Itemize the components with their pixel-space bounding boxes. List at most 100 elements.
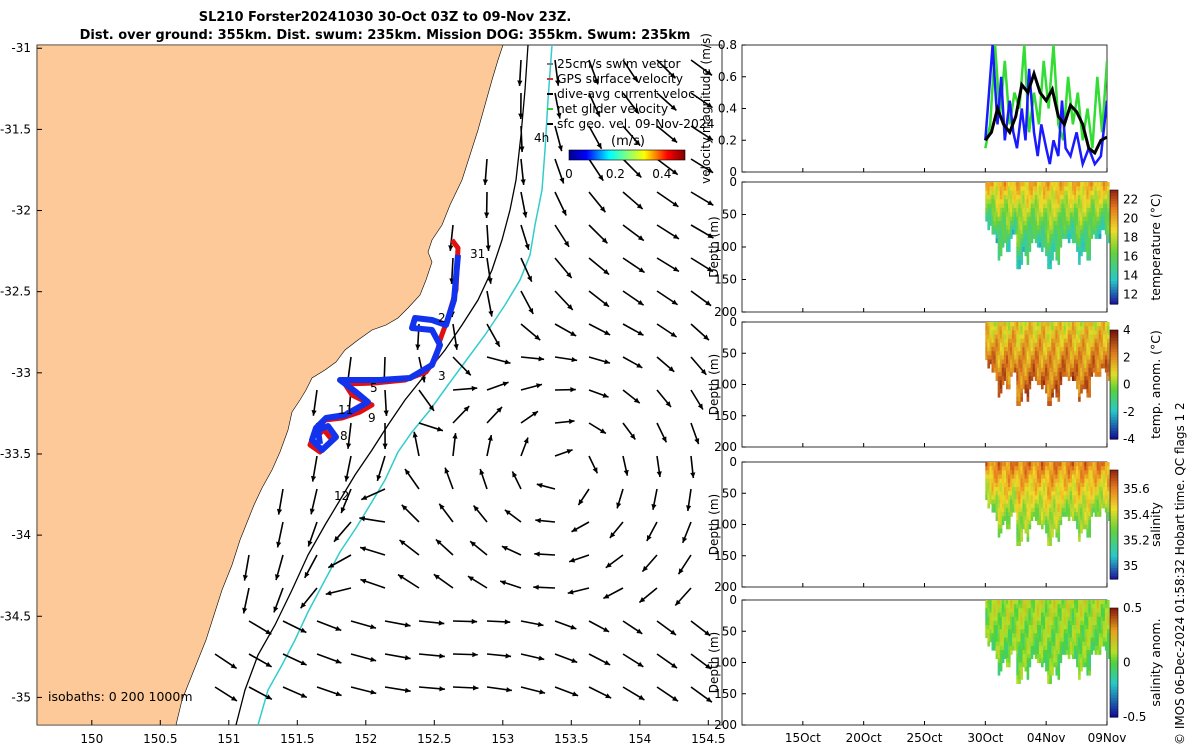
heatmap-cell — [987, 330, 990, 336]
colorbar-segment — [1110, 406, 1118, 410]
heatmap-cell — [1001, 516, 1005, 521]
heatmap-cell — [1016, 242, 1019, 248]
heatmap-cell — [1022, 216, 1026, 222]
heatmap-cell — [1034, 234, 1038, 239]
heatmap-cell — [1041, 474, 1044, 480]
heatmap-cell — [1107, 190, 1110, 196]
heatmap-cell — [1094, 326, 1098, 331]
heatmap-cell — [1080, 666, 1083, 672]
heatmap-cell — [1102, 612, 1106, 618]
heatmap-cell — [997, 474, 1001, 480]
heatmap-cell — [1049, 470, 1052, 476]
heatmap-cell — [1053, 662, 1056, 668]
heatmap-cell — [1045, 238, 1048, 244]
heatmap-cell — [1067, 208, 1071, 213]
heatmap-cell — [1055, 532, 1058, 538]
heatmap-cell — [1086, 604, 1089, 609]
heatmap-cell — [1074, 654, 1077, 659]
heatmap-cell — [991, 604, 995, 609]
heatmap-cell — [1104, 342, 1108, 348]
heatmap-cell — [1082, 466, 1085, 471]
heatmap-cell — [1069, 216, 1073, 222]
velocity-arrow-head — [561, 209, 567, 216]
heatmap-cell — [1063, 491, 1067, 496]
heatmap-cell — [1012, 212, 1015, 218]
heatmap-cell — [1016, 679, 1019, 684]
heatmap-cell — [1100, 474, 1104, 480]
heatmap-cell — [1078, 470, 1081, 476]
heatmap-cell — [1082, 470, 1085, 476]
heatmap-cell — [997, 633, 1001, 639]
heatmap-cell — [1059, 199, 1063, 205]
heatmap-cell — [1012, 334, 1015, 340]
heatmap-cell — [1024, 520, 1028, 526]
heatmap-cell — [1020, 376, 1023, 381]
heatmap-cell — [1036, 216, 1040, 222]
heatmap-cell — [1096, 208, 1100, 213]
heatmap-cell — [1008, 478, 1011, 484]
heatmap-cell — [1055, 359, 1058, 365]
heatmap-cell — [1086, 376, 1089, 381]
heatmap-cell — [1088, 190, 1091, 196]
velocity-arrow-head — [506, 687, 512, 693]
colorbar-segment — [1110, 207, 1118, 211]
heatmap-cell — [1104, 334, 1108, 340]
heatmap-cell — [999, 499, 1003, 505]
heatmap-cell — [1041, 242, 1044, 248]
velocity-arrow-head — [467, 576, 474, 582]
velocity-arrow-head — [276, 508, 283, 515]
heatmap-cell — [1069, 608, 1073, 614]
heatmap-cell — [1041, 367, 1044, 373]
heatmap-cell — [999, 338, 1003, 344]
velocity-arrow-head — [335, 691, 342, 697]
heatmap-cell — [987, 208, 990, 213]
heatmap-cell — [1008, 221, 1011, 226]
heatmap-cell — [1014, 620, 1017, 626]
heatmap-cell — [1006, 629, 1009, 634]
heatmap-cell — [1069, 470, 1073, 476]
heatmap-cell — [1016, 499, 1019, 505]
colorbar-segment — [1110, 229, 1118, 234]
heatmap-cell — [1067, 487, 1071, 492]
heatmap-cell — [1088, 247, 1091, 252]
heatmap-cell — [1024, 633, 1028, 639]
heatmap-cell — [995, 342, 999, 348]
heatmap-cell — [1076, 491, 1079, 496]
heatmap-cell — [1006, 247, 1009, 252]
heatmap-cell — [1086, 600, 1089, 605]
heatmap-cell — [1038, 491, 1042, 496]
heatmap-cell — [1020, 397, 1023, 402]
heatmap-cell — [1020, 670, 1023, 676]
heatmap-cell — [1078, 675, 1081, 680]
heatmap-cell — [1065, 212, 1069, 218]
heatmap-cell — [1063, 470, 1067, 476]
heatmap-cell — [1041, 238, 1044, 244]
heatmap-cell — [1049, 491, 1052, 496]
colorbar-segment — [1110, 398, 1118, 402]
heatmap-cell — [999, 334, 1003, 340]
heatmap-cell — [1010, 195, 1013, 200]
heatmap-cell — [1047, 650, 1050, 655]
heatmap-cell — [1092, 495, 1096, 501]
heatmap-cell — [1020, 470, 1023, 476]
velocity-arrow-head — [307, 540, 313, 547]
heatmap-cell — [1096, 637, 1100, 643]
heatmap-cell — [1041, 524, 1044, 530]
heatmap-cell — [1049, 466, 1052, 471]
heatmap-cell — [1086, 608, 1089, 614]
heatmap-cell — [989, 212, 993, 218]
heatmap-cell — [999, 347, 1003, 352]
heatmap-cell — [1041, 355, 1044, 361]
heatmap-cell — [1018, 342, 1021, 348]
heatmap-cell — [1082, 520, 1085, 526]
heatmap-cell — [1053, 604, 1056, 609]
heatmap-cell — [997, 251, 1001, 257]
heatmap-cell — [1049, 495, 1052, 501]
heatmap-cell — [1041, 182, 1044, 187]
velocity-arrow-head — [532, 411, 538, 417]
heatmap-cell — [997, 625, 1001, 630]
heatmap-cell — [1074, 195, 1077, 200]
heatmap-cell — [1036, 641, 1040, 647]
heatmap-cell — [997, 528, 1001, 534]
velocity-arrow-head — [670, 629, 677, 635]
